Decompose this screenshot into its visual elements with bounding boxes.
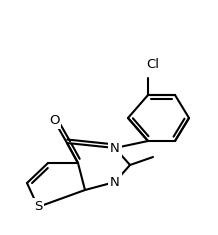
Text: S: S [34, 200, 42, 214]
Text: Cl: Cl [146, 58, 160, 70]
Text: N: N [110, 176, 120, 188]
Text: O: O [49, 114, 59, 126]
Text: N: N [110, 141, 120, 154]
